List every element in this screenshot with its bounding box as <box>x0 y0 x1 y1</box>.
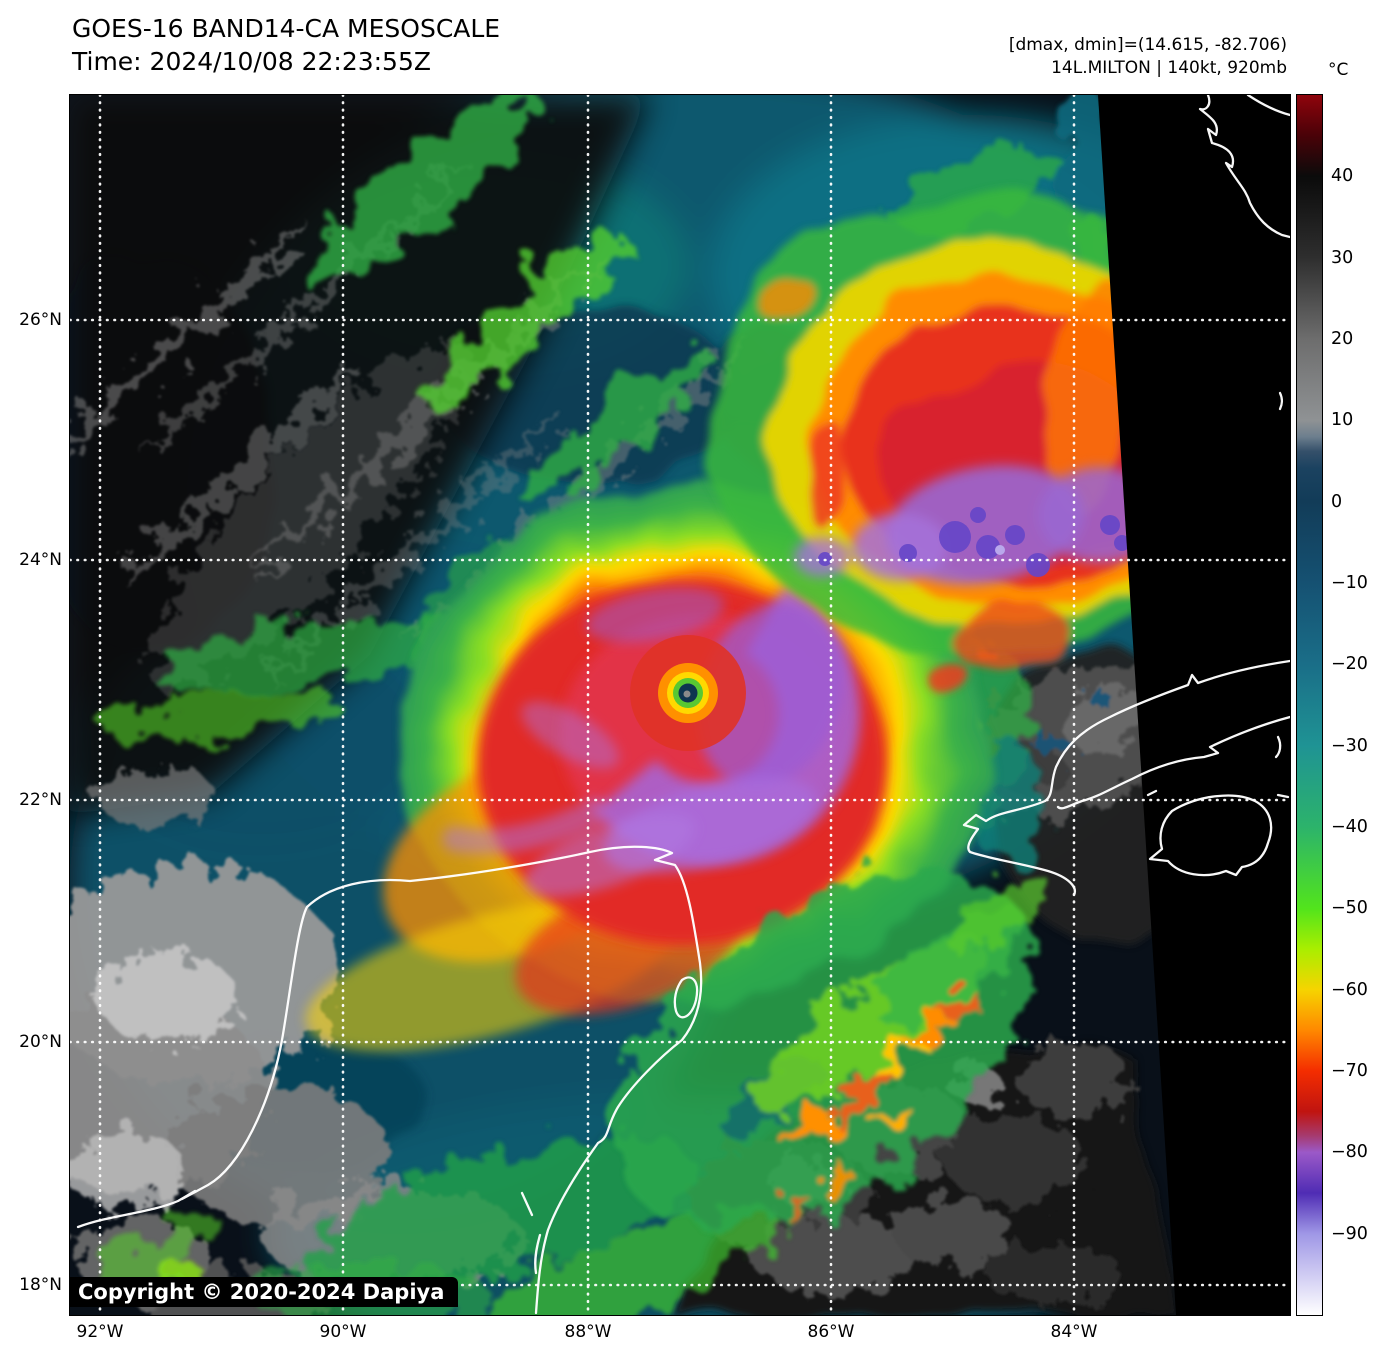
coastline-yucatan <box>76 845 703 1315</box>
timestamp: Time: 2024/10/08 22:23:55Z <box>72 47 431 76</box>
title-block: GOES-16 BAND14-CA MESOSCALE Time: 2024/1… <box>72 12 500 78</box>
coastline-florida-east <box>1246 95 1290 117</box>
southeast-rainbands <box>613 873 1052 1227</box>
y-tick-label: 24°N <box>19 550 62 570</box>
copyright-watermark: Copyright © 2020-2024 Dapiya <box>70 1277 459 1307</box>
coastline-isla-juventud <box>1148 794 1273 877</box>
colorbar-tick: 30 <box>1331 248 1354 268</box>
y-tick-label: 18°N <box>19 1275 62 1295</box>
colorbar-tick: 20 <box>1331 329 1354 349</box>
coastline-cuba-south <box>1056 715 1290 810</box>
page-title: GOES-16 BAND14-CA MESOSCALE <box>72 14 501 43</box>
hurricane-eyewall <box>658 663 718 723</box>
x-tick-label: 88°W <box>564 1322 612 1342</box>
colorbar-tick: −50 <box>1331 898 1368 918</box>
colorbar-tick: 10 <box>1331 410 1354 430</box>
x-tick-label: 92°W <box>76 1322 124 1342</box>
coastline-cozumel <box>673 976 699 1019</box>
colorbar <box>1296 94 1323 1316</box>
y-tick-label: 26°N <box>19 310 62 330</box>
satellite-scene <box>70 95 1290 1315</box>
y-tick-label: 22°N <box>19 790 62 810</box>
coastline-florida-west <box>1198 95 1290 239</box>
colorbar-tick: −20 <box>1331 654 1368 674</box>
hurricane-purple-swirls <box>442 587 844 897</box>
colorbar-tick: 0 <box>1331 492 1343 512</box>
x-tick-label: 84°W <box>1050 1322 1098 1342</box>
colorbar-tick: −60 <box>1331 980 1368 1000</box>
colorbar-tick: −30 <box>1331 736 1368 756</box>
colorbar-unit-label: °C <box>1328 60 1349 80</box>
colorbar-tick: −10 <box>1331 573 1368 593</box>
colorbar-tick: −40 <box>1331 817 1368 837</box>
map-plot-area: Copyright © 2020-2024 Dapiya <box>69 94 1291 1316</box>
annotation-block: [dmax, dmin]=(14.615, -82.706) 14L.MILTO… <box>887 34 1287 80</box>
scan-edge-no-data <box>1098 95 1290 1315</box>
storm-intensity-readout: 14L.MILTON | 140kt, 920mb <box>1051 58 1287 78</box>
colorbar-tick: −90 <box>1331 1224 1368 1244</box>
coastline-cuba-north <box>962 659 1290 897</box>
dmax-dmin-readout: [dmax, dmin]=(14.615, -82.706) <box>1008 35 1287 55</box>
colorbar-tick: 40 <box>1331 166 1354 186</box>
colorbar-tick: −80 <box>1331 1142 1368 1162</box>
x-tick-label: 86°W <box>807 1322 855 1342</box>
x-tick-label: 90°W <box>319 1322 367 1342</box>
y-tick-label: 20°N <box>19 1032 62 1052</box>
coastlines <box>76 95 1290 1315</box>
colorbar-tick: −70 <box>1331 1061 1368 1081</box>
